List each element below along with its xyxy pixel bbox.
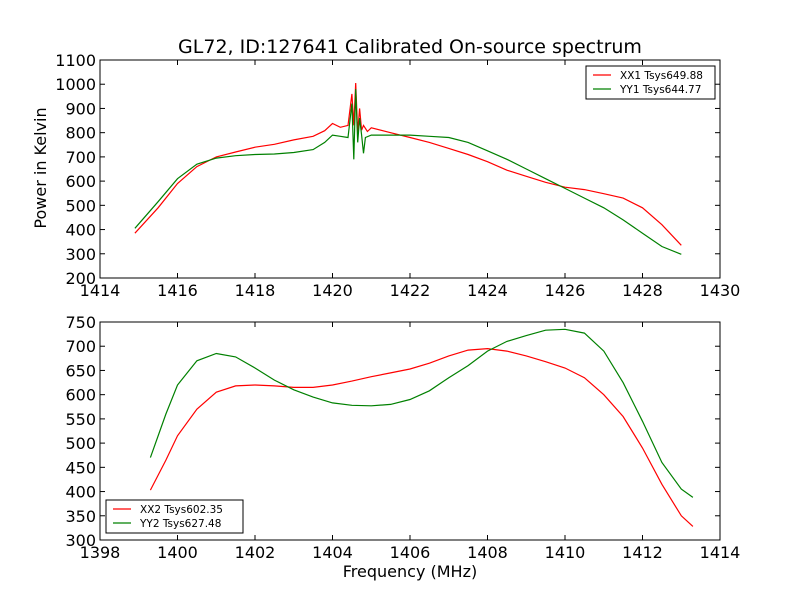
bottom-y-tick-label: 350 [65,507,96,526]
top-legend-box [585,65,716,100]
top-x-tick-label: 1414 [80,281,121,300]
top-x-tick-label: 1426 [545,281,586,300]
bottom-legend: XX2 Tsys602.35 YY2 Tsys627.48 [105,499,244,534]
top-y-tick-label: 600 [65,172,96,191]
bottom-y-tick-label: 750 [65,313,96,332]
top-y-tick-label: 800 [65,124,96,143]
top-plot: 1414 1416 1418 1420 1422 1424 1426 1428 1430 200 3… [55,51,740,300]
bottom-x-tick-label: 1404 [312,543,353,562]
bottom-series-line-2 [149,328,694,498]
top-x-tick-label: 1420 [312,281,353,300]
top-legend: XX1 Tsys649.88 YY1 Tsys644.77 [585,65,716,100]
bottom-y-tick-label: 650 [65,361,96,380]
top-x-tick-label: 1430 [700,281,741,300]
top-x-tick-label: 1422 [390,281,431,300]
top-series-line-2 [134,89,682,255]
bottom-y-tick-label: 550 [65,410,96,429]
bottom-y-tick-label: 400 [65,483,96,502]
top-y-tick-label: 500 [65,196,96,215]
bottom-y-tick-label: 450 [65,458,96,477]
bottom-legend-label: YY2 Tsys627.48 [139,518,221,530]
top-legend-label: YY1 Tsys644.77 [619,84,701,96]
bottom-y-tick-label: 700 [65,337,96,356]
top-y-tick-label: 300 [65,245,96,264]
bottom-y-tick-label: 300 [65,531,96,550]
bottom-x-tick-label: 1414 [700,543,741,562]
bottom-y-tick-label: 600 [65,386,96,405]
bottom-x-tick-label: 1412 [622,543,663,562]
bottom-y-tick-label: 500 [65,434,96,453]
bottom-legend-box [105,499,244,534]
y-axis-label: Power in Kelvin [31,107,50,228]
bottom-plot: 1398 1400 1402 1404 1406 1408 1410 1412 1414 300 3… [65,313,740,562]
top-y-tick-label: 1000 [55,75,96,94]
top-y-tick-label: 900 [65,99,96,118]
top-legend-label: XX1 Tsys649.88 [620,70,703,82]
top-x-tick-label: 1418 [235,281,276,300]
top-y-tick-label: 1100 [55,51,96,70]
bottom-x-tick-label: 1398 [80,543,121,562]
top-x-tick-label: 1428 [622,281,663,300]
bottom-series-line-1 [149,347,694,527]
top-x-tick-label: 1424 [467,281,508,300]
bottom-x-tick-label: 1402 [235,543,276,562]
top-y-tick-label: 200 [65,269,96,288]
bottom-legend-label: XX2 Tsys602.35 [140,504,223,516]
top-y-tick-label: 700 [65,148,96,167]
x-axis-label: Frequency (MHz) [343,562,477,581]
figure-title: GL72, ID:127641 Calibrated On-source spe… [178,36,642,58]
bottom-x-tick-label: 1410 [545,543,586,562]
bottom-x-tick-label: 1406 [390,543,431,562]
top-y-tick-label: 400 [65,221,96,240]
bottom-x-tick-label: 1408 [467,543,508,562]
bottom-x-tick-label: 1400 [157,543,198,562]
top-x-tick-label: 1416 [157,281,198,300]
